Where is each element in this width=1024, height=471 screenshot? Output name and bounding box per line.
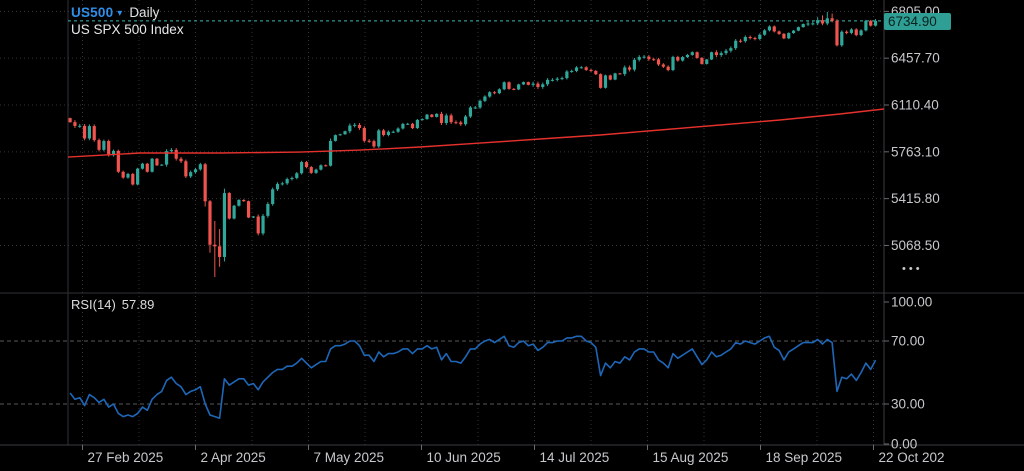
price-tick-label: 5415.80 — [891, 191, 940, 206]
symbol-row: US500 ▾ Daily — [71, 5, 159, 20]
time-tick-label: 27 Feb 2025 — [88, 450, 164, 465]
rsi-tick-label: 100.00 — [891, 295, 932, 310]
rsi-axis-labels: 100.00 70.00 30.00 0.00 — [884, 295, 932, 452]
time-tick-label: 18 Sep 2025 — [766, 450, 843, 465]
rsi-indicator-label: RSI(14) 57.89 — [71, 297, 154, 312]
price-tick-label: 6457.70 — [891, 51, 940, 66]
time-tick-label: 7 May 2025 — [314, 450, 385, 465]
rsi-line — [69, 335, 877, 420]
rsi-tick-label: 30.00 — [891, 397, 925, 412]
time-tick-label: 15 Aug 2025 — [653, 450, 729, 465]
time-tick-label: 2 Apr 2025 — [201, 450, 266, 465]
pane-menu-dots-icon[interactable]: ••• — [902, 263, 923, 275]
price-gridlines — [0, 10, 884, 246]
rsi-tick-label: 0.00 — [891, 437, 917, 452]
rsi-value: 57.89 — [121, 297, 155, 312]
price-scale[interactable] — [884, 0, 1024, 445]
ma-line — [67, 108, 885, 158]
candlestick-series — [68, 12, 878, 277]
time-axis-labels: 27 Feb 2025 2 Apr 2025 7 May 2025 10 Jun 20… — [82, 445, 945, 465]
timeframe-label[interactable]: Daily — [129, 5, 160, 20]
rsi-tick-label: 70.00 — [891, 334, 925, 349]
time-tick-label: 10 Jun 2025 — [427, 450, 501, 465]
price-tick-label: 5068.50 — [891, 238, 940, 253]
price-axis-labels: 6805.006457.706110.405763.105415.805068.… — [884, 4, 940, 253]
price-tick-label: 6110.40 — [891, 98, 939, 113]
symbol-dropdown-icon[interactable]: ▾ — [117, 8, 123, 19]
rsi-pane[interactable] — [68, 293, 884, 445]
time-tick-label: 14 Jul 2025 — [540, 450, 610, 465]
instrument-title: US SPX 500 Index — [71, 22, 184, 37]
rsi-label: RSI(14) — [71, 297, 116, 312]
time-tick-label: 22 Oct 202 — [879, 450, 945, 465]
symbol-name[interactable]: US500 — [71, 5, 114, 20]
time-scale[interactable] — [0, 445, 1024, 471]
last-price-badge: 6734.90 — [884, 13, 951, 30]
rsi-band-lines — [0, 340, 884, 405]
price-pane[interactable] — [68, 0, 884, 293]
price-tick-label: 5763.10 — [891, 144, 940, 159]
